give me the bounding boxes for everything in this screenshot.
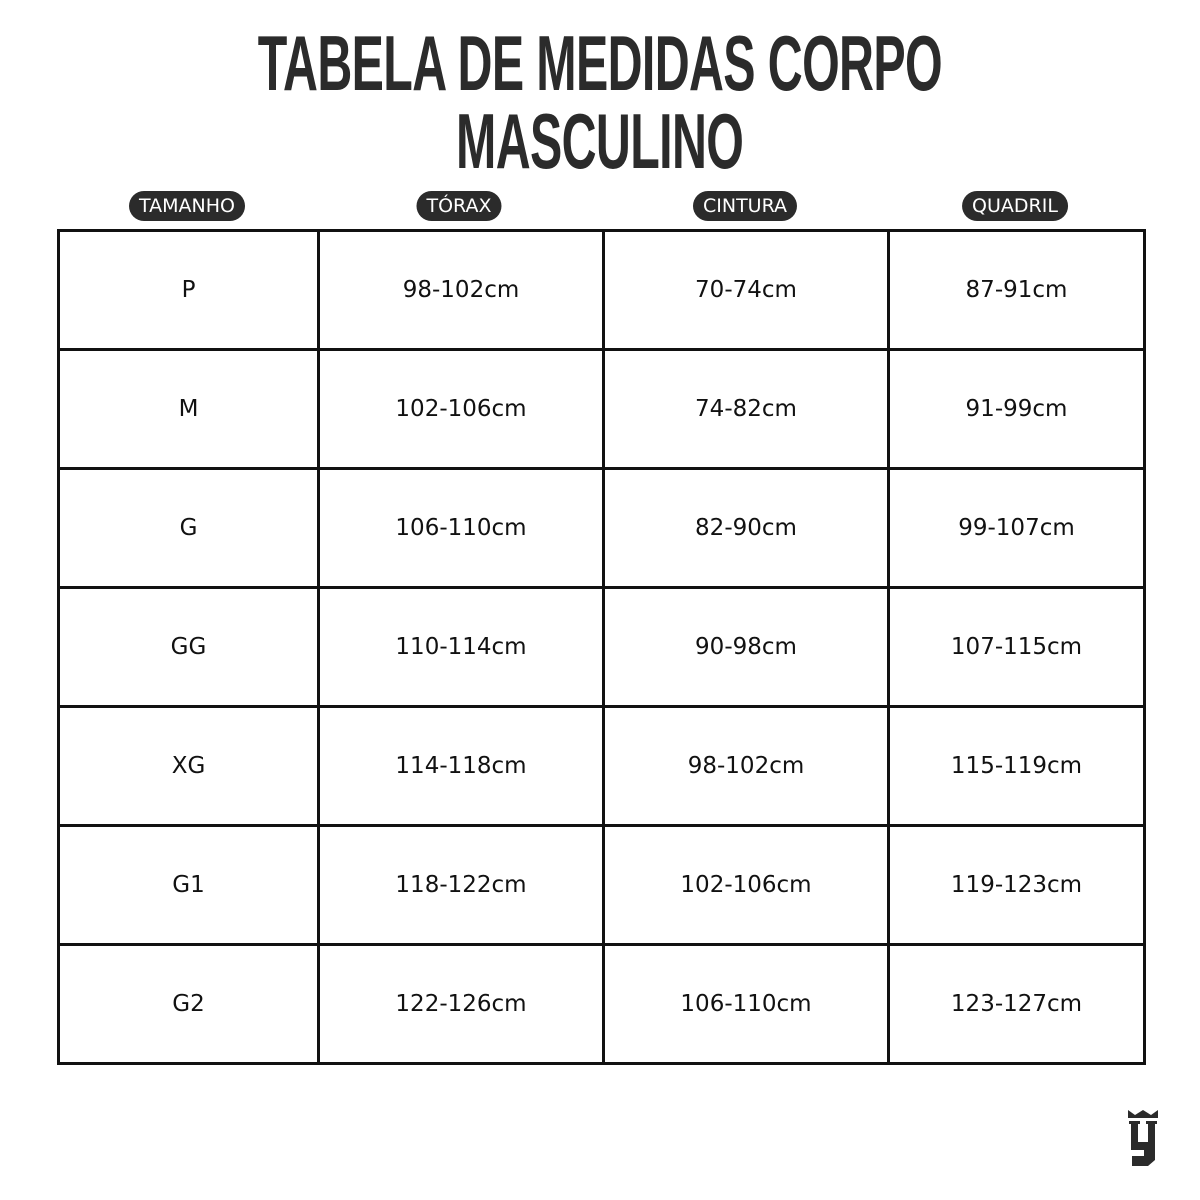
table-row: GG 110-114cm 90-98cm 107-115cm (57, 586, 1146, 708)
table-row: G1 118-122cm 102-106cm 119-123cm (57, 824, 1146, 946)
cell-torax: 106-110cm (317, 467, 605, 589)
cell-cintura: 82-90cm (602, 467, 890, 589)
table-row: G2 122-126cm 106-110cm 123-127cm (57, 943, 1146, 1065)
cell-tamanho: XG (57, 705, 320, 827)
cell-tamanho: P (57, 229, 320, 351)
cell-cintura: 70-74cm (602, 229, 890, 351)
cell-cintura: 102-106cm (602, 824, 890, 946)
table-row: M 102-106cm 74-82cm 91-99cm (57, 348, 1146, 470)
table-row: P 98-102cm 70-74cm 87-91cm (57, 229, 1146, 351)
cell-torax: 102-106cm (317, 348, 605, 470)
cell-tamanho: G2 (57, 943, 320, 1065)
cell-torax: 118-122cm (317, 824, 605, 946)
cell-cintura: 98-102cm (602, 705, 890, 827)
cell-cintura: 90-98cm (602, 586, 890, 708)
cell-quadril: 87-91cm (887, 229, 1146, 351)
cell-tamanho: G (57, 467, 320, 589)
cell-tamanho: GG (57, 586, 320, 708)
cell-quadril: 115-119cm (887, 705, 1146, 827)
size-table: P 98-102cm 70-74cm 87-91cm M 102-106cm 74-82cm… (57, 229, 1146, 1065)
cell-torax: 98-102cm (317, 229, 605, 351)
table-row: XG 114-118cm 98-102cm 115-119cm (57, 705, 1146, 827)
column-header-tamanho: TAMANHO (129, 191, 245, 221)
cell-quadril: 119-123cm (887, 824, 1146, 946)
cell-cintura: 74-82cm (602, 348, 890, 470)
cell-torax: 114-118cm (317, 705, 605, 827)
page-title-line1: TABELA DE MEDIDAS CORPO (257, 19, 943, 107)
cell-cintura: 106-110cm (602, 943, 890, 1065)
page-title-line2: MASCULINO (456, 97, 744, 185)
cell-quadril: 91-99cm (887, 348, 1146, 470)
cell-torax: 110-114cm (317, 586, 605, 708)
column-header-cintura: CINTURA (692, 191, 798, 221)
cell-quadril: 107-115cm (887, 586, 1146, 708)
column-header-quadril: QUADRIL (962, 191, 1068, 221)
cell-quadril: 123-127cm (887, 943, 1146, 1065)
table-row: G 106-110cm 82-90cm 99-107cm (57, 467, 1146, 589)
cell-torax: 122-126cm (317, 943, 605, 1065)
cell-tamanho: G1 (57, 824, 320, 946)
cell-quadril: 99-107cm (887, 467, 1146, 589)
column-header-torax: TÓRAX (416, 191, 502, 221)
cell-tamanho: M (57, 348, 320, 470)
brand-logo-icon (1128, 1110, 1158, 1166)
